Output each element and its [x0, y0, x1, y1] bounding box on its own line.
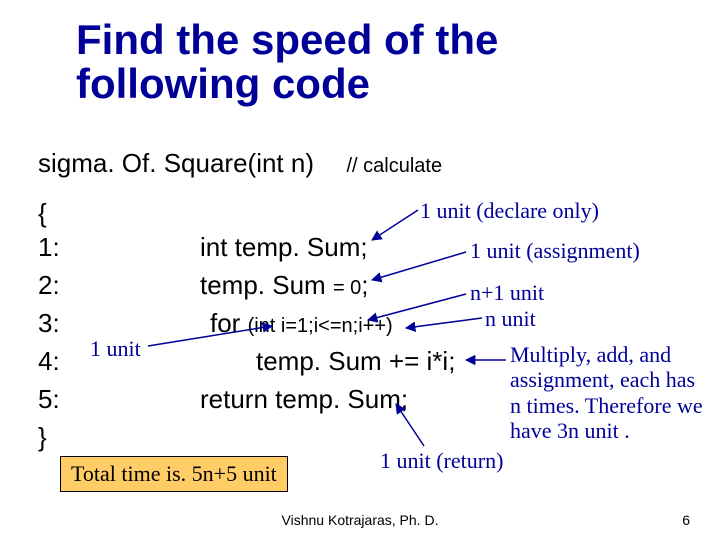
line-5-label: 5: [38, 384, 60, 415]
line-3-b: (int i=1 [248, 315, 309, 337]
line-2-b: = 0 [333, 277, 361, 299]
signature-comment: // calculate [346, 155, 442, 177]
line-3-a: for [210, 308, 248, 338]
line-3-c: ;i<=n;i++) [308, 315, 393, 337]
note-declare: 1 unit (declare only) [420, 198, 599, 224]
footer-author: Vishnu Kotrajaras, Ph. D. [0, 512, 720, 528]
slide: Find the speed of the following code sig… [0, 0, 720, 540]
note-1unit-left: 1 unit [90, 336, 141, 362]
line-2-label: 2: [38, 270, 60, 301]
slide-title: Find the speed of the following code [76, 18, 676, 106]
line-1-code: int temp. Sum; [200, 232, 368, 263]
open-brace: { [38, 198, 47, 229]
line-5-code: return temp. Sum; [200, 384, 408, 415]
line-2-a: temp. Sum [200, 270, 333, 300]
note-nunit: n unit [485, 306, 536, 332]
note-assign: 1 unit (assignment) [470, 238, 640, 264]
line-1-label: 1: [38, 232, 60, 263]
close-brace: } [38, 422, 47, 453]
line-4-code: temp. Sum += i*i; [256, 346, 455, 377]
signature-main: sigma. Of. Square(int n) [38, 148, 314, 178]
function-signature: sigma. Of. Square(int n) // calculate [38, 148, 442, 179]
note-return: 1 unit (return) [380, 448, 503, 474]
line-2-code: temp. Sum = 0; [200, 270, 369, 301]
line-3-label: 3: [38, 308, 60, 339]
note-nplus1: n+1 unit [470, 280, 544, 306]
line-2-c: ; [361, 270, 368, 300]
line-3-code: for (int i=1;i<=n;i++) [210, 308, 393, 339]
line-4-label: 4: [38, 346, 60, 377]
note-body: Multiply, add, and assignment, each has … [510, 342, 710, 443]
total-time-box: Total time is. 5n+5 unit [60, 456, 288, 492]
footer-page-number: 6 [682, 512, 690, 528]
